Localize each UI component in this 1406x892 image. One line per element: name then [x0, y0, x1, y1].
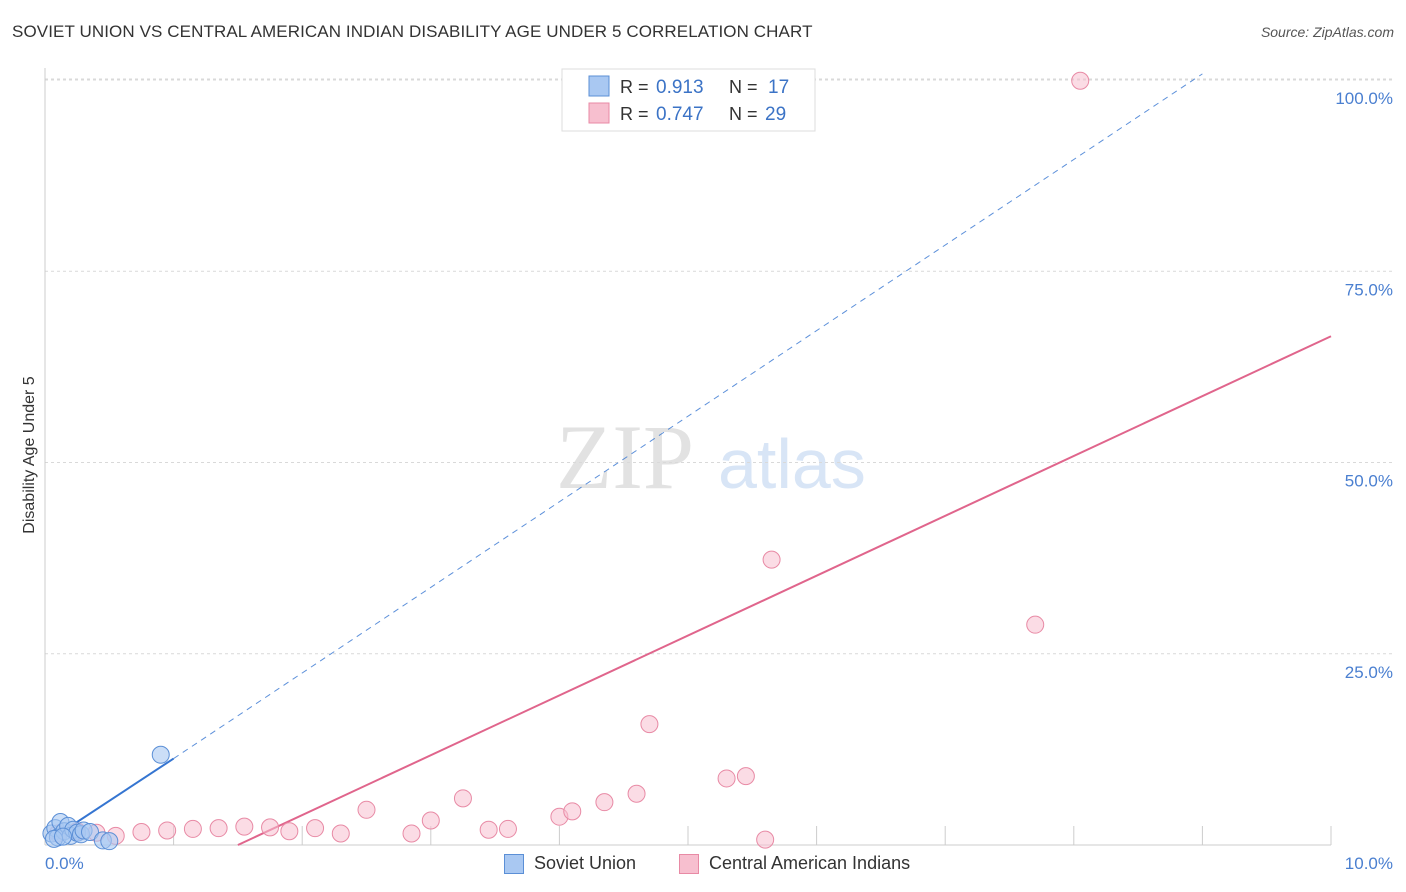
point-soviet-union-13	[81, 822, 100, 841]
point-soviet-union-16	[151, 745, 170, 764]
point-central-american-indians-14	[402, 824, 421, 843]
point-central-american-indians-26	[756, 830, 775, 849]
point-central-american-indians-10	[280, 822, 299, 841]
source-label: Source: ZipAtlas.com	[1260, 24, 1394, 40]
point-central-american-indians-16	[453, 789, 472, 808]
point-central-american-indians-4	[132, 822, 151, 841]
data-points	[42, 71, 1090, 851]
watermark-atlas: atlas	[718, 425, 866, 503]
legend-n-value-cai: 29	[765, 104, 786, 125]
x-tick-label-0: 0.0%	[45, 854, 84, 873]
series-legend: Soviet Union Central American Indians	[0, 851, 1406, 879]
point-central-american-indians-23	[640, 715, 659, 734]
point-central-american-indians-20	[563, 802, 582, 821]
trend-line-soviet-union-extended	[173, 73, 1203, 759]
point-central-american-indians-7	[209, 819, 228, 838]
point-central-american-indians-27	[762, 550, 781, 569]
legend-item-central-american-indians: Central American Indians	[679, 853, 910, 874]
point-central-american-indians-29	[1071, 71, 1090, 90]
y-tick-label-75: 75.0%	[1345, 280, 1393, 299]
legend-swatch-cai	[588, 102, 610, 124]
point-central-american-indians-25	[736, 767, 755, 786]
legend-r-value-soviet: 0.913	[656, 77, 704, 98]
point-central-american-indians-22	[627, 784, 646, 803]
legend-swatch-soviet-union	[504, 853, 524, 874]
legend-n-label-soviet: N =	[729, 77, 758, 97]
legend-n-label-cai: N =	[729, 104, 758, 124]
legend-label-central-american-indians: Central American Indians	[709, 853, 911, 873]
point-central-american-indians-15	[421, 811, 440, 830]
point-central-american-indians-5	[158, 821, 177, 840]
legend-r-label-soviet: R =	[620, 77, 649, 97]
point-central-american-indians-6	[183, 819, 202, 838]
legend-r-value-cai: 0.747	[656, 104, 704, 125]
point-central-american-indians-13	[357, 800, 376, 819]
point-central-american-indians-12	[331, 824, 350, 843]
point-central-american-indians-18	[498, 819, 517, 838]
legend-swatch-central-american-indians	[679, 853, 699, 874]
y-tick-label-50: 50.0%	[1345, 472, 1393, 491]
point-soviet-union-15	[100, 832, 119, 851]
point-central-american-indians-17	[479, 820, 498, 839]
legend-swatch-soviet	[588, 75, 610, 97]
point-central-american-indians-11	[306, 819, 325, 838]
legend-r-label-cai: R =	[620, 104, 649, 124]
y-tick-label-25: 25.0%	[1345, 663, 1393, 682]
gridlines	[45, 78, 1392, 655]
y-tick-label-100: 100.0%	[1335, 89, 1393, 108]
stats-legend: R = 0.913 N = 17 R = 0.747 N = 29	[561, 68, 816, 132]
point-central-american-indians-24	[717, 769, 736, 788]
watermark-zip: ZIP	[556, 406, 694, 508]
point-central-american-indians-21	[595, 793, 614, 812]
point-central-american-indians-28	[1026, 615, 1045, 634]
point-soviet-union-12	[54, 827, 73, 846]
point-central-american-indians-8	[235, 817, 254, 836]
legend-label-soviet-union: Soviet Union	[534, 853, 637, 873]
axes: 25.0% 50.0% 75.0% 100.0% 0.0% 10.0%	[44, 68, 1393, 873]
x-tick-label-10: 10.0%	[1345, 854, 1393, 873]
legend-item-soviet-union: Soviet Union	[504, 853, 636, 874]
legend-n-value-soviet: 17	[768, 77, 789, 98]
y-axis-label: Disability Age Under 5	[21, 376, 38, 534]
chart-title: SOVIET UNION VS CENTRAL AMERICAN INDIAN …	[12, 22, 813, 41]
point-central-american-indians-9	[261, 818, 280, 837]
trend-line-central-american-indians	[237, 335, 1332, 846]
